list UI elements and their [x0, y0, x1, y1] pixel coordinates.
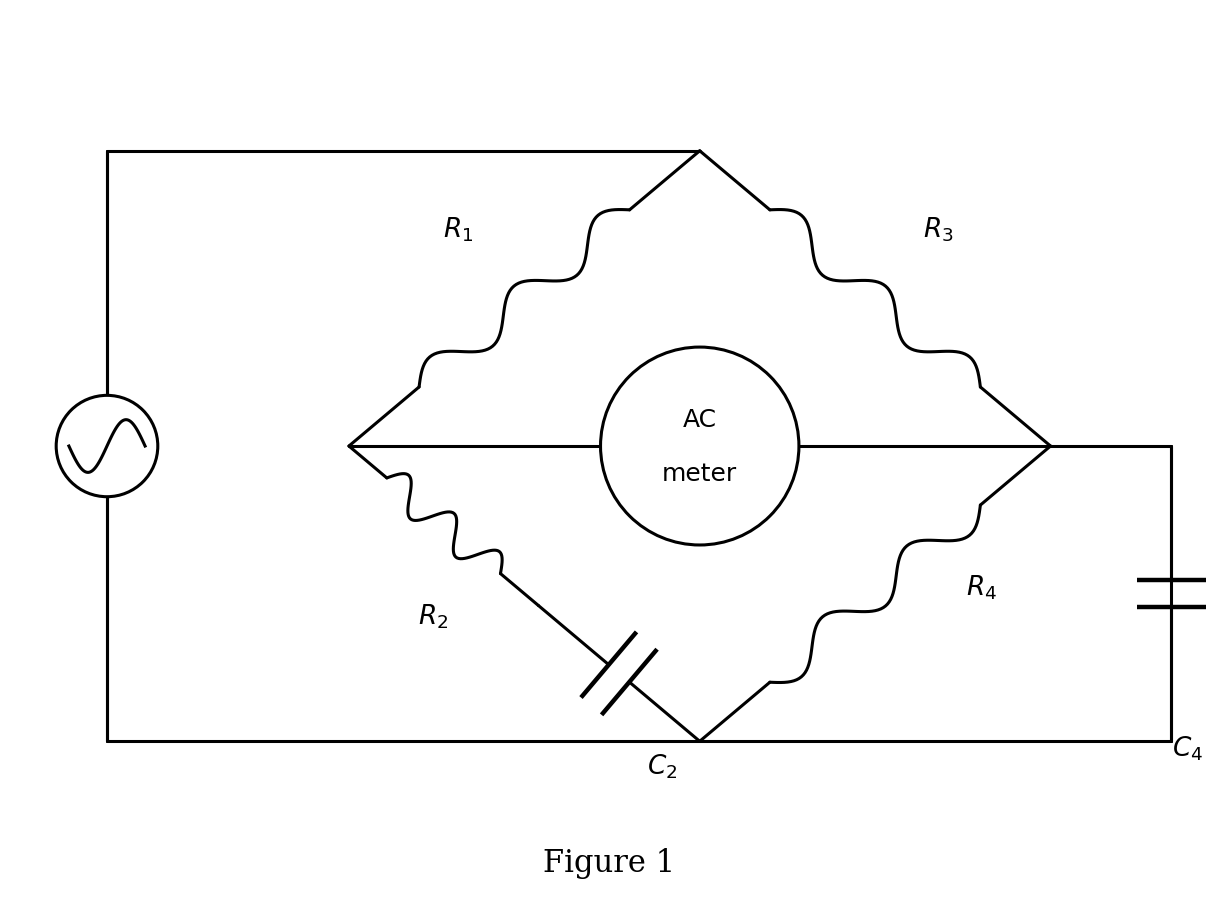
Text: meter: meter: [663, 461, 737, 485]
Text: $C_4$: $C_4$: [1172, 733, 1202, 762]
Ellipse shape: [56, 396, 158, 497]
Text: $R_4$: $R_4$: [966, 573, 998, 601]
Text: $R_3$: $R_3$: [923, 216, 954, 244]
Text: $R_1$: $R_1$: [442, 216, 473, 244]
Text: Figure 1: Figure 1: [543, 847, 675, 878]
Text: $R_2$: $R_2$: [419, 603, 448, 630]
Text: AC: AC: [683, 408, 716, 432]
Text: $C_2$: $C_2$: [647, 751, 677, 780]
Ellipse shape: [600, 347, 799, 546]
